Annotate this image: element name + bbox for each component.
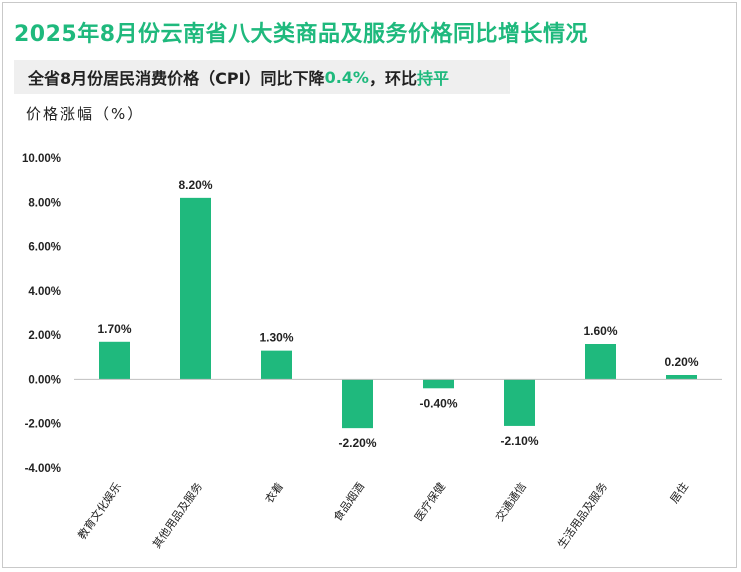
y-tick-label: -4.00% [25,463,61,475]
y-tick-label: 2.00% [28,330,61,342]
subtitle-box: 全省8月份居民消费价格（CPI）同比下降 0.4% ，环比 持平 [14,60,510,94]
category-label: 医疗保健 [411,480,448,524]
category-label: 教育文化娱乐 [75,480,124,542]
category-labels: 教育文化娱乐 其他用品及服务 衣着 食品烟酒 医疗保健 交通通信 生活用品及服务 居住 [75,480,691,551]
bar [504,379,535,426]
value-labels: 1.70% 8.20% 1.30% -2.20% -0.40% -2.10% 1.60% 0.… [97,178,698,450]
value-label: 1.30% [259,331,293,345]
category-label: 居住 [667,480,691,506]
y-tick-label: 0.00% [28,374,61,386]
y-tick-label: 10.00% [22,153,61,165]
category-label: 衣着 [262,480,286,506]
subtitle-mid: ，环比 [368,69,417,88]
bar [180,197,211,380]
category-label: 生活用品及服务 [554,480,610,551]
chart-title: 2025年8月份云南省八大类商品及服务价格同比增长情况 [14,22,589,47]
y-tick-label: 6.00% [28,242,61,254]
y-tick-labels: 10.00% 8.00% 6.00% 4.00% 2.00% 0.00% -2.00% -4.… [22,153,61,475]
subtitle-end: 持平 [416,69,449,88]
value-label: 8.20% [178,178,212,192]
bar [666,375,697,380]
bar [261,350,292,380]
bar [342,379,373,429]
y-tick-label: 8.00% [28,197,61,209]
y-tick-label: -2.00% [25,419,61,431]
bar [585,344,616,380]
value-label: 1.60% [583,324,617,338]
bar [99,341,130,380]
bar [423,379,454,389]
value-label: -2.20% [338,436,376,450]
category-label: 食品烟酒 [330,480,367,524]
value-label: 1.70% [97,322,131,336]
value-label: -0.40% [419,396,457,410]
y-axis-label: 价格涨幅（%） [26,105,145,123]
category-label: 交通通信 [492,480,529,524]
category-label: 其他用品及服务 [150,480,205,551]
subtitle-value: 0.4% [324,67,369,87]
subtitle-prefix: 全省8月份居民消费价格（CPI）同比下降 [28,69,325,88]
y-tick-label: 4.00% [28,286,61,298]
bars [99,197,697,429]
value-label: 0.20% [664,355,698,369]
value-label: -2.10% [500,434,538,448]
